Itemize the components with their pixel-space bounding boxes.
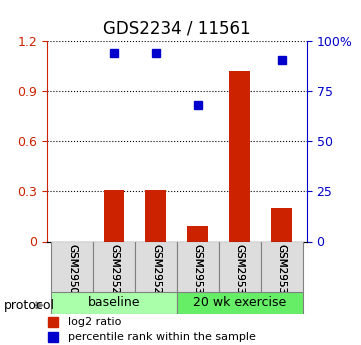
Text: GSM29535: GSM29535: [235, 244, 245, 301]
Text: GSM29507: GSM29507: [67, 244, 77, 300]
FancyBboxPatch shape: [51, 241, 93, 292]
Text: 20 wk exercise: 20 wk exercise: [193, 296, 286, 309]
Bar: [145, 190, 166, 242]
FancyBboxPatch shape: [93, 241, 135, 292]
Text: GSM29535: GSM29535: [235, 244, 245, 301]
Text: GSM29523: GSM29523: [109, 244, 119, 301]
FancyBboxPatch shape: [177, 241, 219, 292]
FancyBboxPatch shape: [177, 292, 303, 314]
Bar: [229, 71, 250, 242]
Text: GSM29536: GSM29536: [277, 244, 287, 301]
Text: GSM29533: GSM29533: [193, 244, 203, 301]
Title: GDS2234 / 11561: GDS2234 / 11561: [103, 19, 251, 37]
FancyBboxPatch shape: [135, 241, 177, 292]
Bar: [104, 190, 125, 242]
Text: GSM29529: GSM29529: [151, 244, 161, 301]
Text: baseline: baseline: [88, 296, 140, 309]
Bar: [187, 227, 208, 242]
Text: GSM29507: GSM29507: [67, 244, 77, 300]
Bar: [271, 208, 292, 242]
Text: GSM29523: GSM29523: [109, 244, 119, 301]
Text: percentile rank within the sample: percentile rank within the sample: [68, 332, 256, 342]
FancyBboxPatch shape: [261, 241, 303, 292]
Text: log2 ratio: log2 ratio: [68, 317, 121, 327]
Text: protocol: protocol: [4, 299, 55, 312]
Text: GSM29533: GSM29533: [193, 244, 203, 301]
Text: GSM29529: GSM29529: [151, 244, 161, 301]
FancyBboxPatch shape: [51, 292, 177, 314]
FancyBboxPatch shape: [219, 241, 261, 292]
Text: GSM29536: GSM29536: [277, 244, 287, 301]
